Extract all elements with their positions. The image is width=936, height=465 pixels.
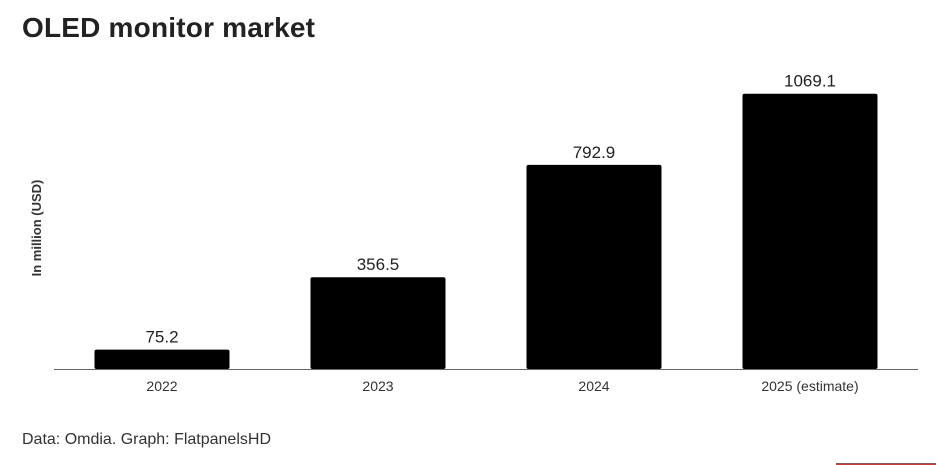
chart-title: OLED monitor market bbox=[22, 12, 316, 43]
source-note: Data: Omdia. Graph: FlatpanelsHD bbox=[22, 431, 271, 448]
labels-layer: 75.2 2022 356.5 2023 792.9 2024 1069.1 2025 (es… bbox=[145, 72, 858, 394]
bar-2025-estimate bbox=[742, 93, 878, 369]
bar-2023 bbox=[310, 277, 446, 369]
data-label: 1069.1 bbox=[784, 72, 836, 91]
x-tick-label: 2024 bbox=[578, 378, 609, 394]
bar-chart: 75.2 2022 356.5 2023 792.9 2024 1069.1 2025 (es… bbox=[29, 72, 918, 394]
x-tick-label: 2023 bbox=[362, 378, 393, 394]
x-tick-label: 2022 bbox=[146, 378, 177, 394]
bars-layer bbox=[94, 93, 878, 369]
accent-line bbox=[836, 463, 936, 465]
x-tick-label: 2025 (estimate) bbox=[761, 378, 858, 394]
data-label: 356.5 bbox=[357, 255, 400, 274]
data-label: 792.9 bbox=[573, 143, 616, 162]
bar-2022 bbox=[94, 349, 230, 369]
bar-2024 bbox=[526, 164, 662, 369]
y-axis-label: In million (USD) bbox=[29, 180, 44, 277]
data-label: 75.2 bbox=[145, 328, 178, 347]
